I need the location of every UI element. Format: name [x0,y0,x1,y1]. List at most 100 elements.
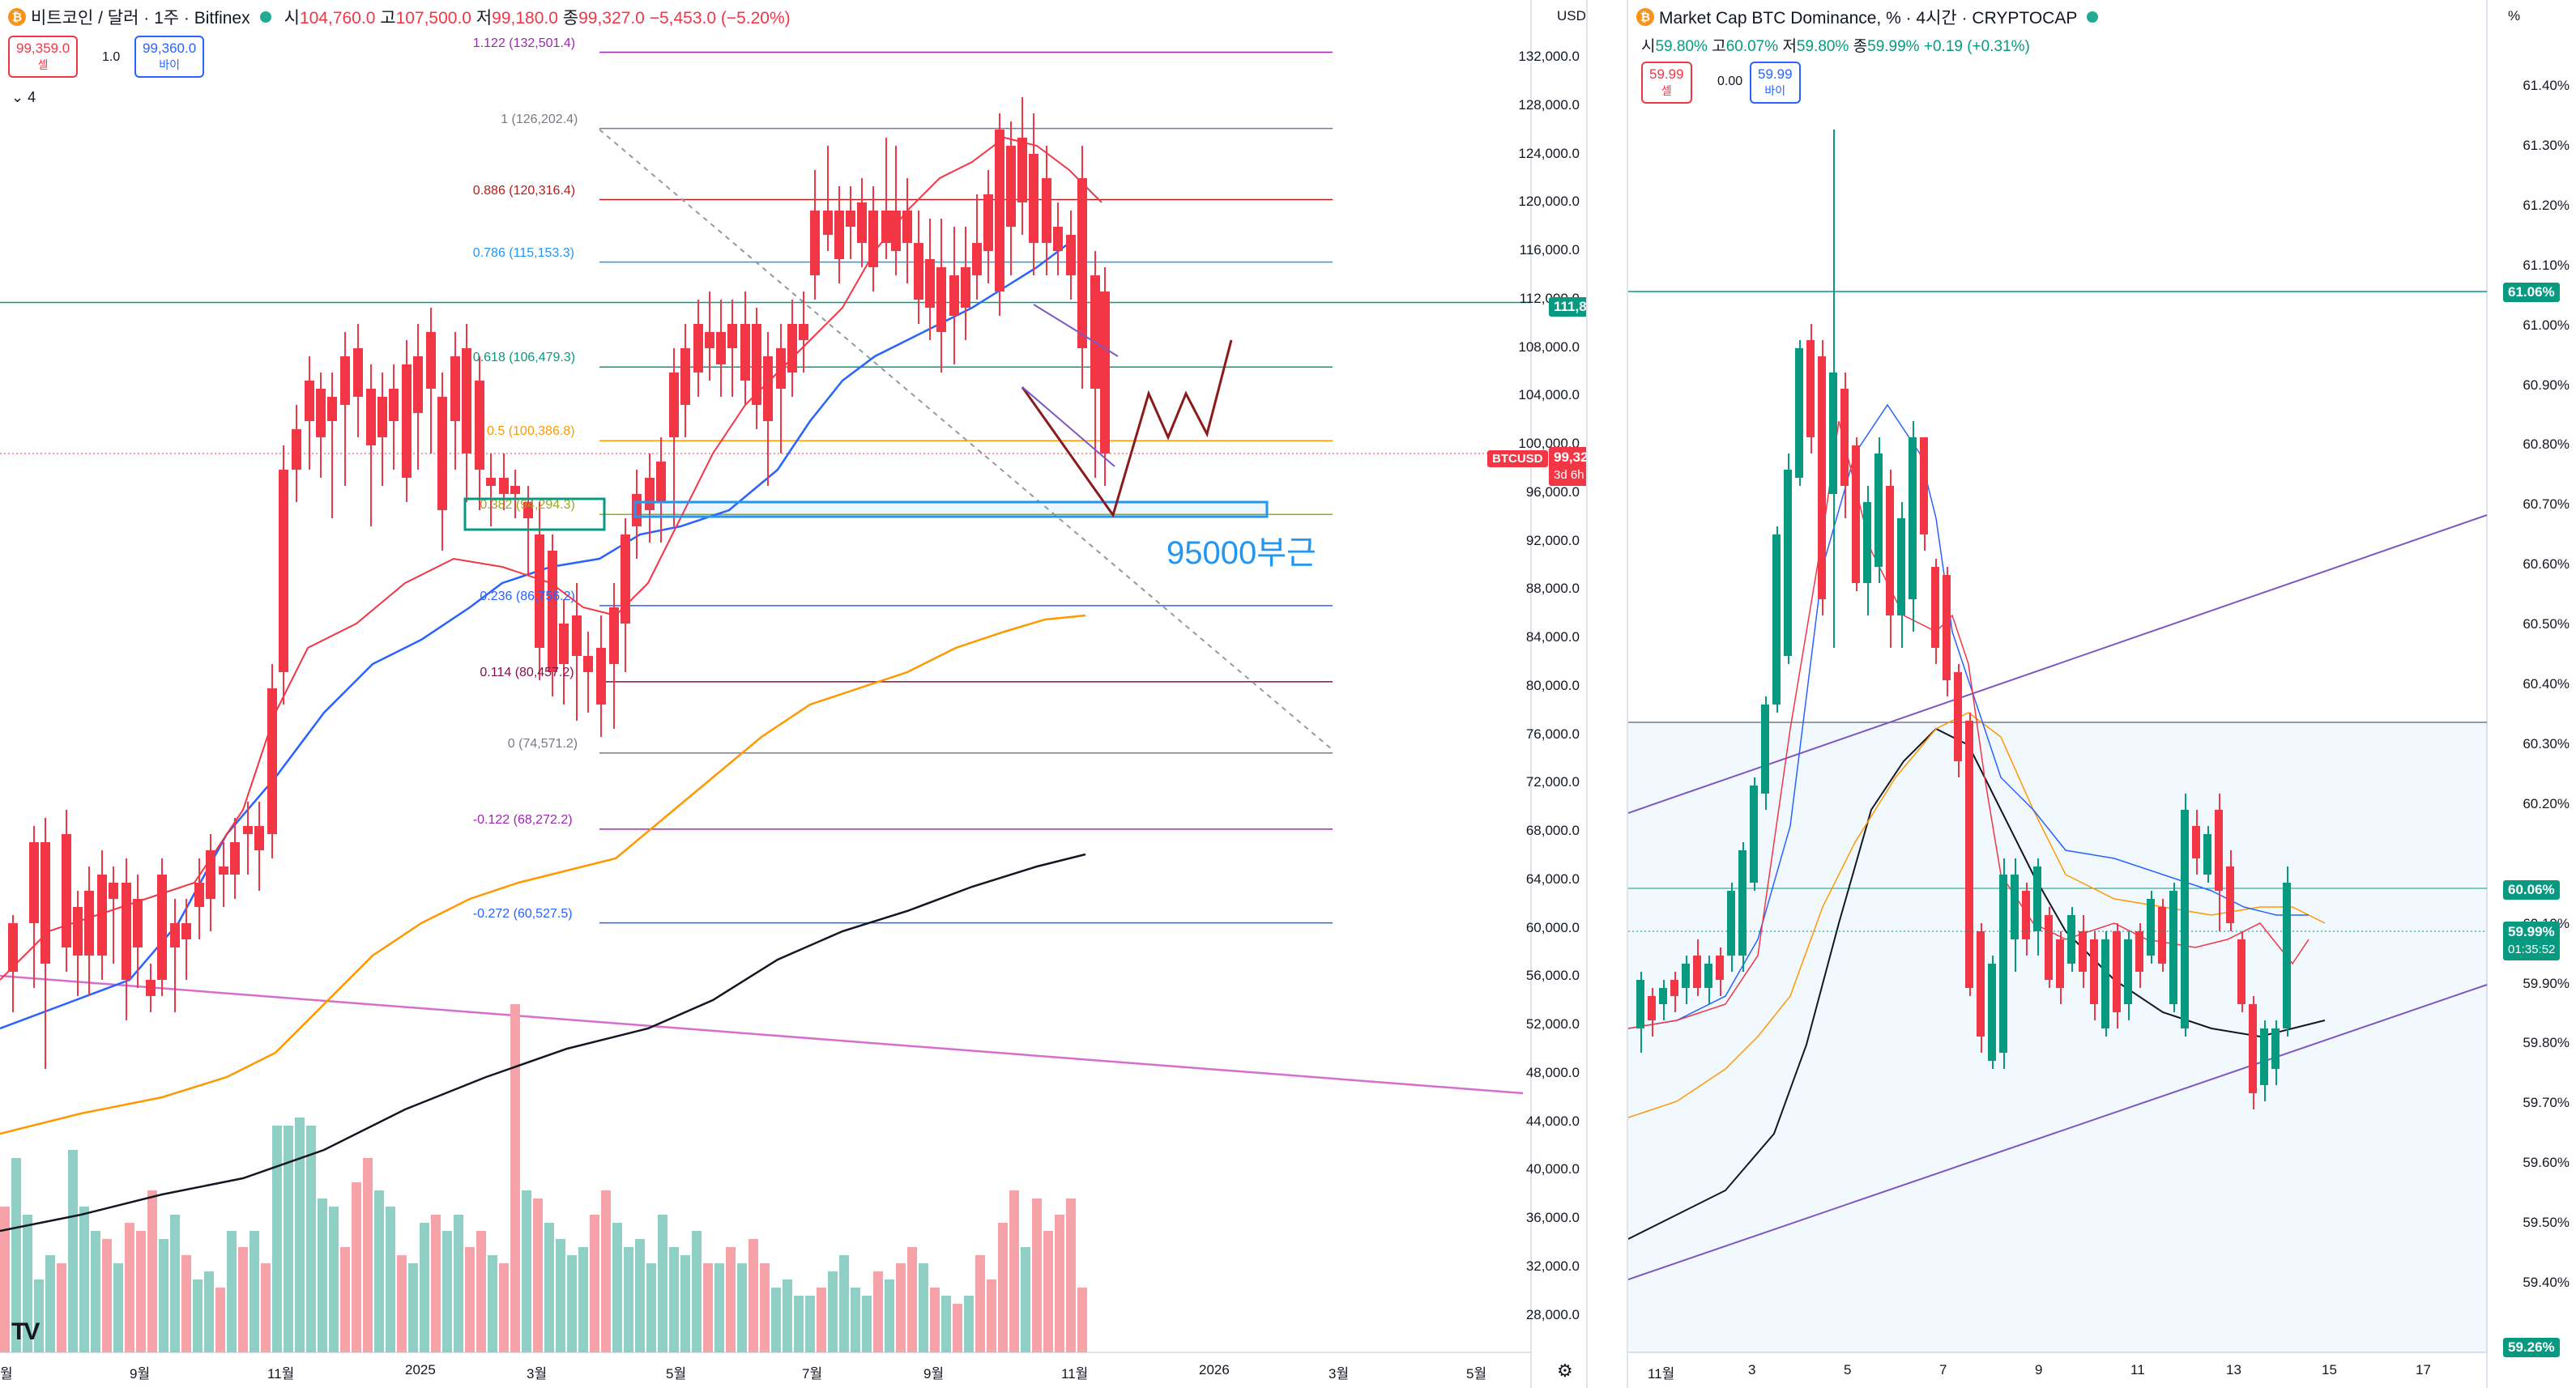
candle-body [181,923,191,939]
candle-body [995,130,1004,292]
btc-currency-label[interactable]: USD [1557,8,1586,23]
dominance-price-axis-label: 60.30% [2523,735,2570,751]
candle-body [949,275,959,316]
volume-bar [284,1126,293,1352]
volume-bar [896,1263,906,1352]
dominance-chart-pane[interactable]: ₿ Market Cap BTC Dominance, % · 4시간 · CR… [1628,0,2576,1388]
candle-body [1077,178,1087,348]
volume-bar [476,1231,486,1352]
volume-bar [953,1304,962,1352]
candle-body [2079,931,2087,972]
candle-body [377,397,387,437]
volume-bar [374,1190,384,1352]
candle-body [983,194,993,251]
dominance-time-axis-label: 13 [2226,1362,2241,1377]
candle-body [868,211,878,267]
dominance-price-axis-label: 60.50% [2523,616,2570,632]
indicator-toggle[interactable]: ⌄ 4 [11,89,36,105]
dominance-price-axis-label: 60.60% [2523,556,2570,573]
dominance-symbol-title[interactable]: Market Cap BTC Dominance, % · 4시간 · CRYP… [1659,9,2078,28]
candle-body [1943,575,1951,680]
volume-bar [522,1190,531,1352]
candle-body [1693,956,1701,988]
candle-body [157,875,167,980]
candle-body [1818,356,1826,599]
candle-body [1042,178,1051,243]
channel-upper-line [1628,514,2488,814]
candle-body [1784,470,1792,656]
fib-level-label: 0 (74,571.2) [507,736,578,751]
candle-body [1017,138,1027,202]
candle-body [548,551,557,672]
dominance-hline-tag: 61.06% [2503,283,2560,302]
dominance-unit-label[interactable]: % [2508,8,2521,23]
volume-bar [737,1263,747,1352]
btc-price-axis[interactable]: 132,000.0 128,000.0 124,000.0 120,000.0 116,… [1497,0,1586,1352]
pane-divider[interactable] [1586,0,1628,1388]
dominance-sell-button[interactable]: 59.99 셀 [1641,62,1692,104]
candle-body [194,883,204,907]
volume-bar [499,1263,509,1352]
candle-body [2067,915,2075,964]
btc-price-axis-label: 104,000.0 [1518,387,1580,403]
volume-bar [726,1247,736,1352]
volume-bar [272,1126,282,1352]
btc-chart-pane[interactable]: ₿ 비트코인 / 달러 · 1주 · Bitfinex 시104,760.0 고… [0,0,1586,1388]
btc-symbol-title[interactable]: 비트코인 / 달러 · 1주 · Bitfinex [31,9,250,28]
volume-bar [352,1182,361,1352]
candle-body [1840,389,1849,486]
dominance-price-axis-label: 59.80% [2523,1035,2570,1051]
candle-body [656,462,666,502]
volume-bar [318,1199,327,1352]
btc-sell-button[interactable]: 99,359.0 셀 [8,36,79,78]
volume-bar [465,1247,475,1352]
candle-body [621,534,630,624]
candle-body [122,883,131,980]
volume-bar [783,1279,792,1352]
btc-time-axis[interactable]: 월 9월 11월 2025 3월 5월 7월 9월 11월 2026 3월 5월 [0,1352,1586,1388]
candle-body [1716,956,1724,980]
candle-body [1795,348,1803,478]
dominance-price-axis-label: 60.80% [2523,436,2570,453]
btc-time-axis-label: 3월 [1329,1366,1350,1382]
btc-price-axis-label: 84,000.0 [1525,629,1580,645]
volume-bar [839,1255,849,1352]
candle-body [413,356,423,413]
settings-gear-icon[interactable]: ⚙ [1557,1360,1573,1381]
candle-body [2135,931,2143,972]
dominance-level-tag: 60.06% [2503,880,2560,900]
ma-100-line [1628,712,2326,1118]
dominance-chart-canvas[interactable] [1628,0,2576,1388]
candle-body [2271,1028,2280,1069]
btc-price-axis-label: 68,000.0 [1525,823,1580,838]
fib-level-label: 0.5 (100,386.8) [487,424,575,439]
candle-body [1100,292,1110,453]
candle-body [2101,939,2109,1028]
candle-body [353,348,363,397]
fib-level-label: 0.786 (115,153.3) [472,245,574,260]
candle-body [499,478,509,494]
candle-body [961,267,970,308]
tradingview-logo[interactable]: TV [11,1318,40,1345]
dominance-buy-button[interactable]: 59.99 바이 [1750,62,1801,104]
volume-bar [771,1288,781,1352]
dominance-time-axis[interactable]: 11월 3 5 7 9 11 13 15 17 [1628,1352,2576,1388]
candle-body [1727,891,1735,956]
btc-time-axis-label: 2025 [405,1362,436,1377]
volume-bar [113,1263,123,1352]
candle-body [523,502,533,518]
candle-body [763,356,773,421]
candle-body [2260,1028,2268,1085]
volume-bar [941,1296,951,1352]
dominance-legend: ₿ Market Cap BTC Dominance, % · 4시간 · CR… [1636,5,2099,29]
btc-time-axis-label: 7월 [802,1366,823,1382]
dominance-price-axis[interactable]: 61.40% 61.30% 61.20% 61.10% 61.00% 60.90% 60.8… [2487,0,2576,1352]
volume-bar [0,1207,10,1352]
dominance-time-axis-label: 11월 [1648,1366,1675,1382]
candle-body [535,534,544,648]
btc-chart-canvas[interactable] [0,0,1586,1388]
btc-price-axis-label: 80,000.0 [1525,677,1580,693]
btc-price-axis-label: 72,000.0 [1525,774,1580,790]
btc-buy-button[interactable]: 99,360.0 바이 [134,36,205,78]
candle-body [2283,883,2291,1028]
